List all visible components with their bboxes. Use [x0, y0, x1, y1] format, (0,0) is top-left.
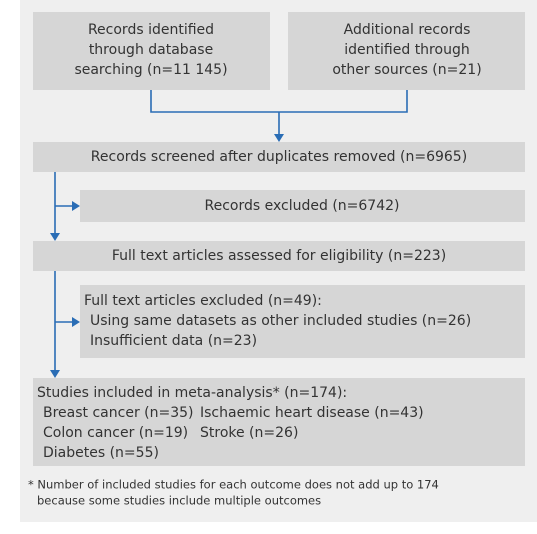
outcome: Colon cancer (n=19) — [43, 425, 188, 441]
box — [80, 285, 525, 358]
arrowhead — [72, 201, 80, 211]
arrowhead — [72, 317, 80, 327]
arrowhead — [274, 134, 284, 142]
box-text: Additional records — [344, 22, 471, 38]
box — [33, 378, 525, 466]
box-text: other sources (n=21) — [332, 62, 481, 78]
box-text: searching (n=11 145) — [74, 62, 227, 78]
box — [80, 190, 525, 222]
connector — [54, 172, 74, 235]
box-text: Full text articles assessed for eligibil… — [112, 248, 446, 264]
box-text: identified through — [344, 42, 469, 58]
box-item: Insufficient data (n=23) — [90, 333, 257, 349]
outcome: Ischaemic heart disease (n=43) — [200, 405, 424, 421]
outcome: Breast cancer (n=35) — [43, 405, 194, 421]
arrowhead — [50, 233, 60, 241]
box-text: Records excluded (n=6742) — [205, 198, 400, 214]
box-title: Full text articles excluded (n=49): — [84, 293, 322, 309]
box-text: Records screened after duplicates remove… — [91, 149, 467, 165]
box-text: through database — [89, 42, 213, 58]
connector — [54, 271, 74, 372]
box — [288, 12, 525, 90]
box-text: Records identified — [88, 22, 214, 38]
box-item: Using same datasets as other included st… — [90, 313, 471, 329]
outcome: Diabetes (n=55) — [43, 445, 159, 461]
box — [33, 12, 270, 90]
connector — [150, 90, 408, 136]
footnote: because some studies include multiple ou… — [37, 494, 321, 508]
box — [33, 142, 525, 172]
outcome: Stroke (n=26) — [200, 425, 298, 441]
box — [33, 241, 525, 271]
box-title: Studies included in meta-analysis* (n=17… — [37, 385, 347, 401]
arrowhead — [50, 370, 60, 378]
footnote: * Number of included studies for each ou… — [28, 478, 439, 492]
